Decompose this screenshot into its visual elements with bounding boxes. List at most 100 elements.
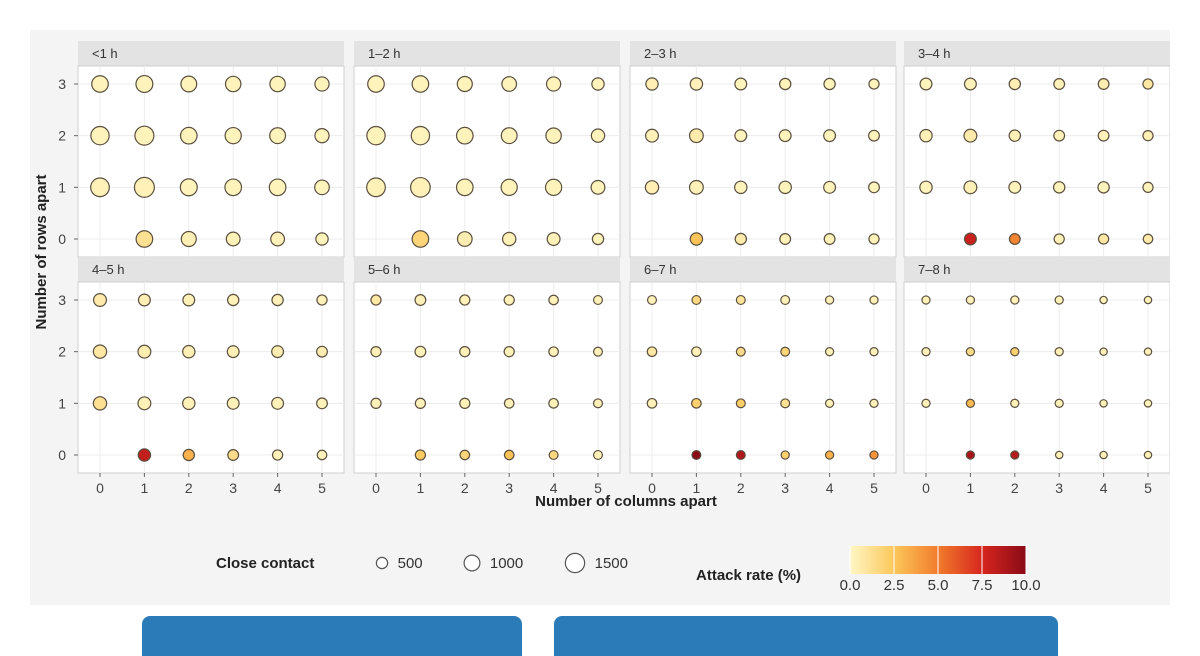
x-tick-label: 2 <box>737 480 745 496</box>
data-point <box>779 233 792 245</box>
data-point <box>503 294 515 306</box>
size-legend-label: 1500 <box>595 555 628 572</box>
data-point <box>1054 295 1064 305</box>
x-tick-label: 0 <box>96 480 104 496</box>
x-tick-label: 5 <box>870 480 878 496</box>
y-tick-label: 2 <box>58 344 66 360</box>
facet-strip <box>78 41 344 66</box>
data-point <box>691 397 702 409</box>
facet-label: 4–5 h <box>92 262 125 277</box>
data-point <box>1054 347 1064 357</box>
data-point <box>271 345 285 359</box>
y-axis-title: Number of rows apart <box>33 174 50 329</box>
data-point <box>965 295 976 305</box>
data-point <box>411 75 430 93</box>
data-point <box>226 293 240 307</box>
data-point <box>1010 398 1020 408</box>
x-tick-label: 1 <box>693 480 701 496</box>
data-point <box>734 232 748 246</box>
data-point <box>688 128 704 144</box>
data-point <box>225 231 241 247</box>
data-point <box>92 344 108 359</box>
facet-label: 6–7 h <box>644 262 677 277</box>
data-point <box>644 180 660 195</box>
data-point <box>592 449 604 461</box>
data-point <box>315 232 329 246</box>
color-legend-tick-label: 2.5 <box>884 577 905 594</box>
data-point <box>734 129 748 143</box>
data-point <box>1143 450 1153 460</box>
data-point <box>735 346 746 357</box>
data-point <box>548 449 559 461</box>
data-point <box>314 127 330 144</box>
data-point <box>455 178 474 197</box>
facet-strip <box>354 257 620 282</box>
x-tick-label: 1 <box>417 480 425 496</box>
panel-background <box>629 65 897 258</box>
x-tick-label: 3 <box>229 480 237 496</box>
x-tick-label: 5 <box>318 480 326 496</box>
data-point <box>869 347 879 357</box>
data-point <box>411 230 430 248</box>
facet-strip <box>354 41 620 66</box>
data-point <box>824 450 835 460</box>
data-point <box>1097 78 1110 90</box>
data-point <box>1099 347 1108 356</box>
x-tick-label: 2 <box>1011 480 1019 496</box>
data-point <box>269 127 287 145</box>
data-point <box>137 448 152 462</box>
data-point <box>1052 181 1066 194</box>
data-point <box>869 450 879 460</box>
data-point <box>921 398 931 408</box>
bottom-button-right[interactable] <box>554 616 1058 656</box>
data-point <box>1010 347 1020 357</box>
data-point <box>591 232 605 246</box>
data-point <box>410 176 431 198</box>
size-legend-symbol <box>564 552 586 574</box>
x-tick-label: 1 <box>967 480 975 496</box>
data-point <box>503 449 515 461</box>
data-point <box>182 344 196 359</box>
data-point <box>135 74 154 94</box>
data-point <box>271 449 284 461</box>
data-point <box>224 178 243 197</box>
data-point <box>1053 233 1065 245</box>
data-point <box>459 346 471 358</box>
data-point <box>370 346 382 358</box>
facet-label: 2–3 h <box>644 46 677 61</box>
data-point <box>645 77 659 91</box>
data-point <box>780 450 790 460</box>
bottom-button-left[interactable] <box>142 616 522 656</box>
panel-background <box>629 281 897 474</box>
data-point <box>689 232 704 246</box>
data-point <box>592 346 604 357</box>
data-point <box>455 126 474 145</box>
data-point <box>1010 450 1020 460</box>
x-tick-label: 3 <box>1055 480 1063 496</box>
size-legend-symbol <box>375 556 389 570</box>
data-point <box>90 177 110 198</box>
panel-background <box>77 65 345 258</box>
data-point <box>1054 398 1064 408</box>
data-point <box>965 398 976 408</box>
data-point <box>1097 129 1110 142</box>
data-point <box>414 449 427 461</box>
data-point <box>868 129 880 142</box>
data-point <box>691 294 702 306</box>
data-point <box>414 397 427 409</box>
y-tick-label: 3 <box>58 76 66 92</box>
panel-background <box>903 281 1170 474</box>
data-point <box>644 128 659 143</box>
x-tick-label: 4 <box>1100 480 1108 496</box>
data-point <box>735 398 746 409</box>
data-point <box>91 75 109 93</box>
x-tick-label: 4 <box>826 480 834 496</box>
data-point <box>370 397 382 409</box>
size-legend-symbol <box>463 554 481 572</box>
data-point <box>780 398 791 409</box>
size-legend-label: 500 <box>398 555 423 572</box>
data-point <box>735 449 746 461</box>
data-point <box>646 397 658 409</box>
data-point <box>544 178 563 197</box>
data-point <box>410 125 431 146</box>
